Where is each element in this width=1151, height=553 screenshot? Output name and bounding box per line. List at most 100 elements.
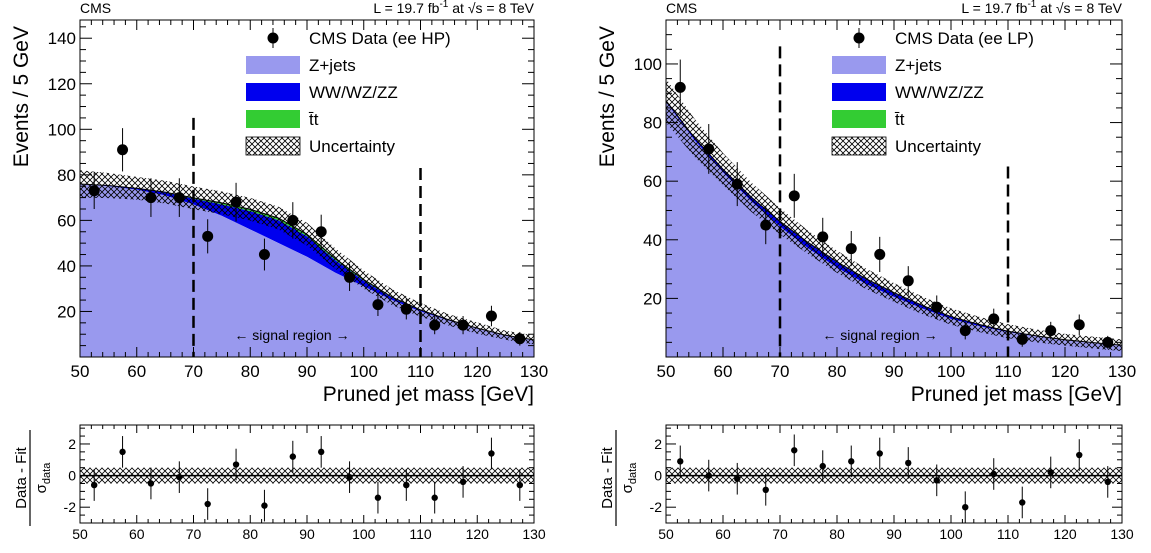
y-tick-label: 40 bbox=[57, 257, 76, 276]
svg-text:σdata: σdata bbox=[33, 462, 53, 494]
legend-swatch bbox=[832, 56, 886, 74]
x-tick-label: 80 bbox=[241, 362, 260, 381]
ratio-x-tick-label: 120 bbox=[1053, 526, 1077, 542]
data-point bbox=[88, 185, 100, 197]
legend-label: Uncertainty bbox=[309, 137, 395, 156]
data-point bbox=[287, 214, 299, 226]
x-tick-label: 90 bbox=[298, 362, 317, 381]
ratio-point bbox=[933, 477, 940, 484]
ratio-x-tick-label: 80 bbox=[242, 526, 258, 542]
ratio-ylabel-right: Data - Fit σdata bbox=[599, 430, 639, 526]
ratio-x-tick-label: 70 bbox=[186, 526, 202, 542]
data-point bbox=[703, 143, 715, 155]
y-tick-label: 60 bbox=[643, 172, 662, 191]
ratio-point bbox=[876, 450, 883, 457]
legend-swatch bbox=[246, 110, 300, 128]
ratio-point bbox=[204, 500, 211, 508]
ratio-point bbox=[705, 472, 712, 479]
signal-region-label-left: ← signal region → bbox=[234, 327, 349, 343]
y-tick-label: 100 bbox=[634, 55, 662, 74]
ratio-point bbox=[1047, 469, 1054, 476]
legend-label: t̄t bbox=[894, 110, 905, 129]
ratio-x-tick-label: 60 bbox=[129, 526, 145, 542]
ratio-point bbox=[962, 503, 969, 511]
ratio-y-tick-label: 0 bbox=[68, 468, 76, 484]
x-tick-label: 100 bbox=[937, 362, 965, 381]
y-tick-label: 80 bbox=[643, 114, 662, 133]
ratio-x-tick-label: 130 bbox=[1110, 526, 1134, 542]
ratio-x-tick-label: 110 bbox=[409, 526, 432, 542]
y-tick-label: 80 bbox=[57, 166, 76, 185]
legend-swatch bbox=[246, 83, 300, 101]
x-tick-label: 60 bbox=[714, 362, 733, 381]
legend: CMS Data (ee HP) Z+jets WW/WZ/ZZ t̄t Uncerta… bbox=[245, 28, 451, 156]
x-tick-label: 120 bbox=[463, 362, 491, 381]
ratio-y-tick-label: 2 bbox=[654, 436, 662, 452]
ratio-point bbox=[346, 473, 353, 481]
data-point bbox=[372, 299, 384, 311]
data-point bbox=[173, 192, 185, 204]
uncertainty-band bbox=[80, 170, 534, 345]
legend-label: Uncertainty bbox=[895, 137, 981, 156]
data-point bbox=[1102, 336, 1114, 348]
x-tick-label: 50 bbox=[657, 362, 676, 381]
y-tick-label: 20 bbox=[643, 289, 662, 308]
ratio-y-tick-label: -2 bbox=[650, 499, 663, 515]
data-point bbox=[514, 333, 526, 345]
svg-text:σdata: σdata bbox=[619, 462, 639, 494]
x-tick-label: 130 bbox=[1108, 362, 1136, 381]
ratio-point bbox=[677, 458, 684, 465]
legend: CMS Data (ee LP) Z+jets WW/WZ/ZZ t̄t Uncerta… bbox=[831, 28, 1034, 156]
data-point bbox=[315, 226, 327, 238]
ratio-point bbox=[403, 481, 410, 489]
data-point bbox=[674, 81, 686, 93]
legend-label: t̄t bbox=[308, 110, 319, 129]
legend-label: WW/WZ/ZZ bbox=[895, 83, 984, 102]
ratio-x-tick-label: 80 bbox=[829, 526, 845, 542]
x-tick-label: 100 bbox=[350, 362, 378, 381]
ratio-point bbox=[261, 502, 268, 509]
ratio-point bbox=[791, 447, 798, 454]
ratio-point bbox=[147, 480, 155, 487]
experiment-label-right: CMS bbox=[666, 0, 697, 16]
x-axis-label: Pruned jet mass [GeV] bbox=[911, 383, 1122, 406]
x-tick-label: 90 bbox=[885, 362, 904, 381]
legend-swatch bbox=[246, 56, 300, 74]
legend-swatch bbox=[245, 136, 301, 156]
ratio-point bbox=[1104, 478, 1111, 486]
ratio-point bbox=[516, 481, 524, 489]
x-tick-label: 120 bbox=[1051, 362, 1079, 381]
ratio-point bbox=[1019, 499, 1026, 506]
lumi-label-right: L = 19.7 fb-1 at √s = 8 TeV bbox=[961, 0, 1122, 16]
data-point bbox=[457, 319, 469, 331]
ratio-point bbox=[90, 481, 98, 489]
ratio-point bbox=[488, 450, 495, 457]
x-tick-label: 50 bbox=[71, 362, 90, 381]
ratio-point bbox=[119, 448, 126, 456]
ratio-x-tick-label: 100 bbox=[352, 526, 376, 542]
ratio-point bbox=[990, 470, 997, 478]
ratio-x-tick-label: 130 bbox=[522, 526, 546, 542]
data-point bbox=[117, 144, 129, 156]
data-point bbox=[1016, 333, 1028, 345]
ratio-ylabel-left: Data - Fit σdata bbox=[13, 430, 53, 526]
data-point bbox=[731, 178, 743, 190]
ratio-x-tick-label: 50 bbox=[72, 526, 88, 542]
main-plot-left: 50 60 70 80 90 100 110 120 130 20 40 60 80 100 120 140 P… bbox=[10, 19, 548, 406]
data-point bbox=[485, 310, 497, 322]
ratio-x-tick-label: 90 bbox=[886, 526, 902, 542]
x-tick-label: 110 bbox=[994, 362, 1021, 381]
legend-swatch bbox=[831, 136, 887, 156]
legend-swatch bbox=[832, 83, 886, 101]
x-tick-label: 70 bbox=[771, 362, 790, 381]
ratio-point bbox=[176, 473, 183, 481]
legend-label: Z+jets bbox=[895, 56, 942, 75]
legend-label: CMS Data (ee HP) bbox=[309, 29, 451, 48]
ratio-point bbox=[819, 462, 826, 470]
x-tick-label: 70 bbox=[184, 362, 203, 381]
ratio-point bbox=[734, 475, 741, 482]
data-point bbox=[788, 190, 800, 202]
ratio-x-tick-label: 100 bbox=[939, 526, 963, 542]
ratio-x-tick-label: 110 bbox=[997, 526, 1020, 542]
